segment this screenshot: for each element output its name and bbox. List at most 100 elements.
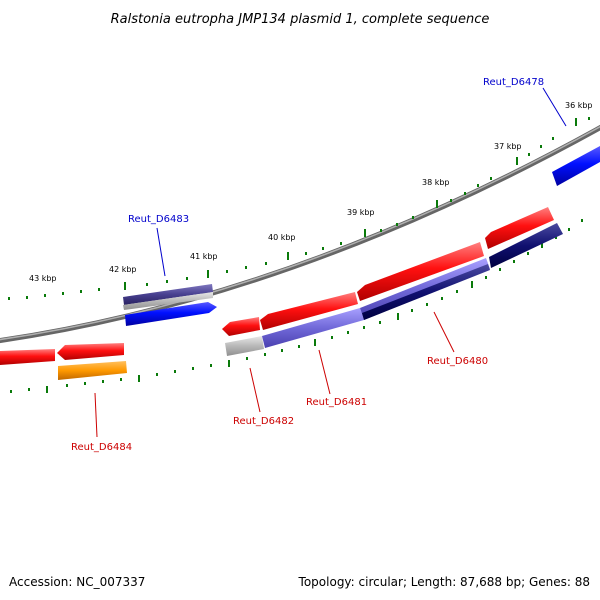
tick-dot (166, 280, 168, 283)
tick-dot (581, 219, 583, 222)
tick-dot (84, 382, 86, 385)
gene-Reut_D6484[interactable] (58, 361, 127, 380)
gene-blue-arrow[interactable] (125, 302, 217, 326)
tick-dot (527, 252, 529, 255)
gene-Reut_D6482[interactable] (225, 336, 264, 356)
tick-major (436, 200, 438, 208)
gene-Reut_D6478[interactable] (552, 146, 600, 186)
map-title: Ralstonia eutropha JMP134 plasmid 1, com… (111, 12, 490, 27)
reverse-genes (0, 207, 563, 380)
gene-red-small[interactable] (222, 317, 260, 336)
tick-dot (186, 277, 188, 280)
leader-Reut_D6481 (318, 349, 331, 395)
tick-dot (568, 228, 570, 231)
tick-dot (379, 321, 381, 324)
tick-dot (513, 260, 515, 263)
tick-dot (62, 292, 64, 295)
label-Reut_D6480[interactable]: Reut_D6480 (427, 356, 488, 367)
tick-dot (412, 216, 414, 219)
tick-major (364, 229, 366, 237)
gene-labels: Reut_D6478 Reut_D6483 Reut_D6480 Reut_D6… (71, 77, 544, 453)
leader-Reut_D6478 (542, 87, 567, 127)
backbone-highlight (0, 125, 600, 341)
tick-major (541, 241, 543, 248)
leader-Reut_D6483 (156, 227, 166, 277)
tick-dot (102, 380, 104, 383)
tick-dot (174, 370, 176, 373)
tick-major (471, 281, 473, 288)
tick-major (314, 339, 316, 346)
tick-dot (490, 177, 492, 180)
label-Reut_D6482[interactable]: Reut_D6482 (233, 416, 294, 427)
tick-dot (246, 357, 248, 360)
label-Reut_D6481[interactable]: Reut_D6481 (306, 397, 367, 408)
gene-red-right[interactable] (485, 207, 554, 249)
tick-major (138, 375, 140, 382)
tick-label-37: 37 kbp (494, 142, 522, 151)
tick-dot (464, 192, 466, 195)
inner-tick-ring (10, 219, 583, 393)
tick-dot (80, 290, 82, 293)
label-Reut_D6478[interactable]: Reut_D6478 (483, 77, 544, 88)
leader-Reut_D6480 (433, 311, 455, 353)
tick-major (46, 386, 48, 393)
tick-dot (8, 297, 10, 300)
tick-labels: 36 kbp 37 kbp 38 kbp 39 kbp 40 kbp 41 kb… (29, 101, 593, 283)
tick-dot (210, 364, 212, 367)
tick-dot (340, 242, 342, 245)
gene-red-left[interactable] (0, 349, 55, 365)
tick-dot (411, 309, 413, 312)
tick-major (287, 252, 289, 260)
gene-Reut_D6483-mid[interactable] (123, 292, 213, 310)
tick-dot (555, 236, 557, 239)
tick-major (228, 360, 230, 367)
tick-dot (485, 276, 487, 279)
tick-dot (28, 388, 30, 391)
tick-label-38: 38 kbp (422, 178, 450, 187)
gene-red-long[interactable] (357, 242, 484, 301)
gene-Reut_D6483-top[interactable] (123, 284, 213, 305)
label-Reut_D6484[interactable]: Reut_D6484 (71, 442, 132, 453)
tick-dot (499, 268, 501, 271)
tick-dot (98, 288, 100, 291)
tick-label-40: 40 kbp (268, 233, 296, 242)
tick-dot (66, 384, 68, 387)
outer-tick-ring (8, 117, 590, 300)
gene-navy-right[interactable] (489, 223, 563, 268)
tick-label-36: 36 kbp (565, 101, 593, 110)
label-leaders (94, 87, 567, 438)
tick-major (397, 313, 399, 320)
gene-Reut_D6481[interactable] (262, 308, 364, 348)
tick-dot (156, 373, 158, 376)
tick-dot (146, 283, 148, 286)
tick-dot (44, 294, 46, 297)
tick-dot (552, 137, 554, 140)
tick-major (516, 157, 518, 165)
tick-major (124, 282, 126, 290)
gene-Reut_D6481-red[interactable] (260, 292, 358, 330)
gene-red-arrow-left[interactable] (57, 343, 124, 360)
tick-dot (477, 184, 479, 187)
tick-dot (331, 336, 333, 339)
tick-dot (226, 270, 228, 273)
leader-Reut_D6482 (249, 367, 261, 413)
tick-dot (347, 331, 349, 334)
leader-Reut_D6484 (94, 392, 98, 438)
gene-navy-strip[interactable] (362, 264, 490, 320)
forward-genes (123, 146, 600, 326)
tick-label-43: 43 kbp (29, 274, 57, 283)
tick-dot (245, 266, 247, 269)
tick-dot (540, 145, 542, 148)
tick-dot (450, 199, 452, 202)
tick-dot (298, 345, 300, 348)
tick-major (575, 118, 577, 126)
tick-dot (396, 223, 398, 226)
tick-label-42: 42 kbp (109, 265, 137, 274)
tick-dot (322, 247, 324, 250)
label-Reut_D6483[interactable]: Reut_D6483 (128, 214, 189, 225)
tick-dot (192, 367, 194, 370)
tick-label-41: 41 kbp (190, 252, 218, 261)
tick-dot (588, 117, 590, 120)
tick-dot (363, 326, 365, 329)
